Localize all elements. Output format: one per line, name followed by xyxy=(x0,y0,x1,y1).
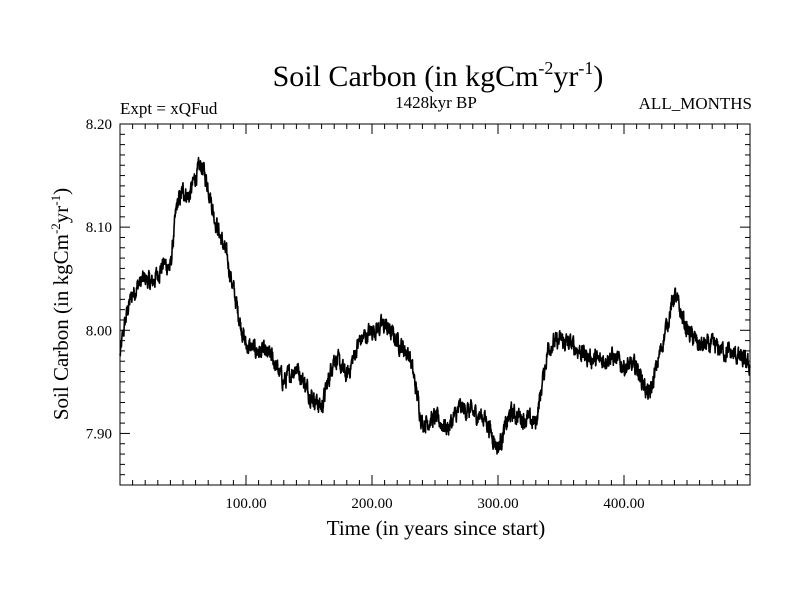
chart-title-mid: yr xyxy=(553,60,578,93)
y-axis-label: Soil Carbon (in kgCm-2yr-1) xyxy=(48,188,73,420)
chart-title-sup2: -1 xyxy=(578,58,593,78)
series-layer xyxy=(119,156,751,455)
y-axis-label-mid: yr xyxy=(49,206,73,224)
x-axis-ticks: 100.00 200.00 300.00 400.00 xyxy=(132,124,738,512)
months-label: ALL_MONTHS xyxy=(639,94,752,113)
y-tick-label: 8.10 xyxy=(86,220,112,236)
y-axis-ticks: 7.90 8.00 8.10 8.20 xyxy=(86,117,750,476)
y-axis-label-sup1: -2 xyxy=(48,223,63,234)
y-axis-label-end: ) xyxy=(49,188,73,195)
x-axis-label: Time (in years since start) xyxy=(327,516,546,540)
y-tick-label: 8.00 xyxy=(86,323,112,339)
x-tick-label: 400.00 xyxy=(603,496,644,512)
y-axis-label-sup2: -1 xyxy=(48,195,63,206)
y-axis-label-main: Soil Carbon (in kgCm xyxy=(49,234,73,420)
x-tick-label: 100.00 xyxy=(225,496,266,512)
experiment-label: Expt = xQFud xyxy=(120,99,218,118)
chart-title: Soil Carbon (in kgCm-2yr-1) xyxy=(273,58,604,93)
chart-title-main: Soil Carbon (in kgCm xyxy=(273,60,539,93)
y-tick-label: 7.90 xyxy=(86,426,112,442)
y-tick-label: 8.20 xyxy=(86,117,112,133)
x-tick-label: 300.00 xyxy=(477,496,518,512)
x-tick-label: 200.00 xyxy=(351,496,392,512)
chart-title-sup1: -2 xyxy=(538,58,553,78)
series-line-soil-carbon xyxy=(119,156,751,455)
chart-title-end: ) xyxy=(593,60,603,93)
period-label: 1428kyr BP xyxy=(395,93,477,112)
